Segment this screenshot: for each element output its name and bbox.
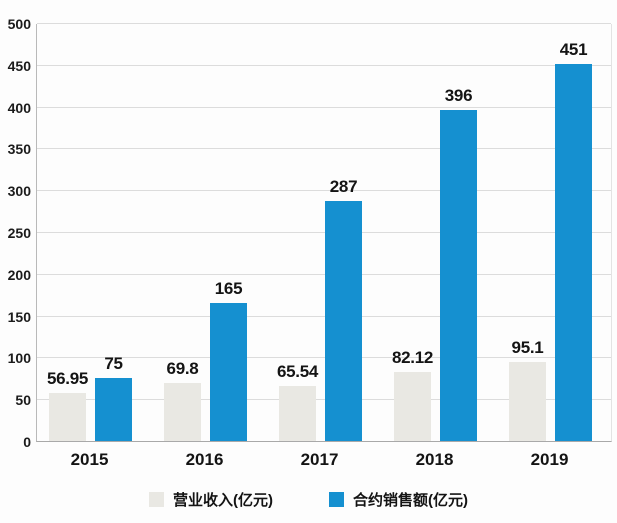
y-tick-label: 200 xyxy=(7,266,31,283)
bar-contract-sales-2017 xyxy=(325,201,362,441)
bar-revenue-2018 xyxy=(394,372,431,441)
legend-item-revenue: 营业收入(亿元) xyxy=(149,489,273,510)
gridline xyxy=(37,232,611,233)
gridline xyxy=(37,64,611,66)
bar-value-label: 396 xyxy=(444,85,473,105)
bar-value-label: 287 xyxy=(329,177,358,197)
gridline xyxy=(37,106,611,108)
y-tick-label: 400 xyxy=(7,99,31,116)
plot-area: 56.95 69.8 65.54 82.12 95.1 75 165 287 396 451 xyxy=(36,23,612,442)
x-tick-label-2016: 2016 xyxy=(185,450,224,469)
bar-value-label: 65.54 xyxy=(276,362,319,382)
bar-value-label: 69.8 xyxy=(166,358,199,378)
gridline xyxy=(37,23,611,24)
gridline xyxy=(37,399,611,401)
x-tick-label-2017: 2017 xyxy=(300,450,339,469)
y-tick-label: 500 xyxy=(7,16,31,32)
bar-value-label: 165 xyxy=(214,279,243,299)
bar-contract-sales-2018 xyxy=(440,109,477,441)
bar-revenue-2015 xyxy=(49,393,86,441)
y-tick-label: 100 xyxy=(7,350,31,367)
gridline xyxy=(37,315,611,317)
gridline xyxy=(37,148,611,150)
y-tick-label: 50 xyxy=(15,392,31,409)
x-tick-label-2019: 2019 xyxy=(530,450,569,469)
bar-contract-sales-2015 xyxy=(95,378,132,441)
legend: 营业收入(亿元) 合约销售额(亿元) xyxy=(0,489,617,510)
y-tick-label: 450 xyxy=(7,57,31,74)
contract-sales-swatch-icon xyxy=(329,492,344,507)
bar-revenue-2019 xyxy=(509,361,546,441)
x-tick-label-2018: 2018 xyxy=(415,450,454,469)
gridline xyxy=(37,357,611,359)
y-tick-label: 150 xyxy=(7,308,31,325)
revenue-swatch-icon xyxy=(149,492,164,507)
x-tick-label-2015: 2015 xyxy=(70,450,109,469)
bar-value-label: 56.95 xyxy=(46,369,89,389)
bar-contract-sales-2019 xyxy=(555,63,592,441)
bar-revenue-2017 xyxy=(279,386,316,441)
legend-label-revenue: 营业收入(亿元) xyxy=(173,492,273,509)
y-tick-label: 350 xyxy=(7,141,31,158)
bar-contract-sales-2016 xyxy=(210,303,247,441)
bar-value-label: 75 xyxy=(104,354,123,374)
legend-item-contract-sales: 合约销售额(亿元) xyxy=(329,489,468,510)
y-tick-label: 250 xyxy=(7,225,31,241)
bar-revenue-2016 xyxy=(164,382,201,441)
legend-label-contract-sales: 合约销售额(亿元) xyxy=(353,492,468,509)
y-tick-label: 300 xyxy=(7,183,31,200)
gridline xyxy=(37,190,611,192)
bar-value-label: 95.1 xyxy=(511,337,544,357)
bar-value-label: 82.12 xyxy=(391,348,434,368)
y-tick-label: 0 xyxy=(23,434,31,450)
bar-value-label: 451 xyxy=(559,39,588,59)
gridline xyxy=(37,273,611,275)
